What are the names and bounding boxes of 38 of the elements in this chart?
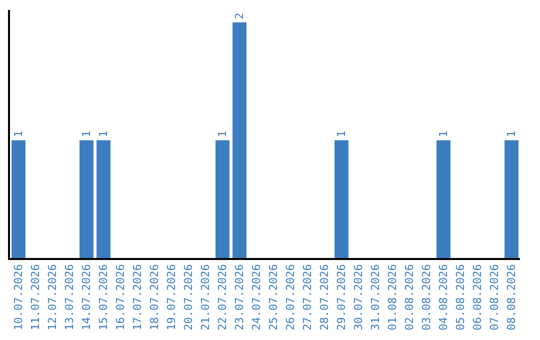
x-tick-label: 27.07.2026: [301, 264, 314, 330]
x-tick-label: 10.07.2026: [12, 264, 26, 330]
x-tick-label: 28.07.2026: [318, 264, 332, 330]
x-tick-label: 02.08.2026: [403, 264, 416, 330]
x-tick-label: 08.08.2026: [505, 264, 518, 330]
x-tick-label: 29.07.2026: [335, 264, 348, 330]
x-tick-label: 31.07.2026: [369, 264, 382, 330]
x-tick-label: 03.08.2026: [420, 264, 434, 330]
x-tick-label: 04.08.2026: [437, 264, 450, 330]
data-label: 1: [97, 130, 110, 138]
x-tick-label: 12.07.2026: [46, 264, 60, 330]
x-tick-label: 01.08.2026: [386, 264, 400, 330]
x-tick-label: 19.07.2026: [165, 264, 178, 330]
data-label: 1: [335, 130, 348, 138]
x-tick-label: 13.07.2026: [63, 264, 76, 330]
x-tick-label: 11.07.2026: [29, 264, 42, 330]
x-tick-label: 22.07.2026: [216, 264, 230, 330]
x-tick-label: 23.07.2026: [233, 264, 246, 330]
x-tick-label: 20.07.2026: [182, 264, 196, 330]
x-tick-label: 14.07.2026: [80, 264, 94, 330]
x-tick-label: 18.07.2026: [148, 264, 162, 330]
x-tick-label: 15.07.2026: [97, 264, 110, 330]
data-label: 1: [216, 130, 229, 138]
data-label: 1: [437, 130, 450, 138]
x-tick-label: 05.08.2026: [454, 264, 468, 330]
x-tick-label: 30.07.2026: [352, 264, 366, 330]
data-label: 2: [233, 12, 246, 20]
x-tick-label: 07.08.2026: [488, 264, 502, 330]
x-tick-label: 06.08.2026: [471, 264, 484, 330]
x-tick-label: 21.07.2026: [199, 264, 212, 330]
x-tick-label: 17.07.2026: [131, 264, 144, 330]
data-label: 1: [12, 130, 25, 138]
x-tick-label: 24.07.2026: [250, 264, 264, 330]
x-tick-label: 25.07.2026: [267, 264, 280, 330]
data-label: 1: [505, 130, 518, 138]
x-tick-label: 16.07.2026: [114, 264, 128, 330]
x-tick-label: 26.07.2026: [284, 264, 298, 330]
data-label: 1: [80, 130, 93, 138]
